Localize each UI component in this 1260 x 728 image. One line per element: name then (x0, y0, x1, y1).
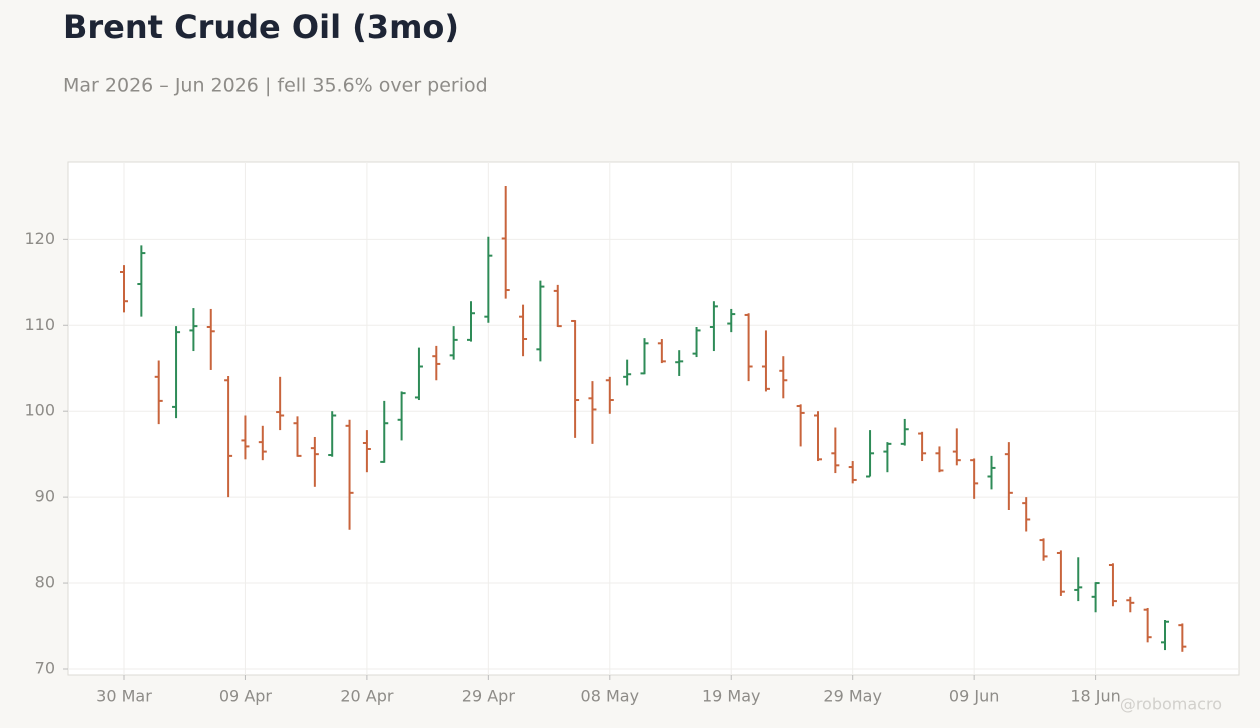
x-tick-label: 08 May (581, 687, 640, 706)
chart-title: Brent Crude Oil (3mo) (63, 8, 459, 46)
x-tick-label: 18 Jun (1070, 687, 1120, 706)
marks (120, 186, 1187, 652)
x-tick-label: 19 May (702, 687, 761, 706)
x-tick-label: 09 Jun (949, 687, 999, 706)
y-tick-label: 80 (35, 573, 55, 592)
x-tick-label: 29 Apr (462, 687, 516, 706)
x-tick-label: 09 Apr (219, 687, 273, 706)
y-tick-label: 110 (24, 315, 55, 334)
watermark: @robomacro (1120, 695, 1222, 714)
y-tick-label: 90 (35, 487, 55, 506)
grid: 70 80 90 100 110 120 30 Mar 09 Apr 20 Apr 29 Apr 0… (24, 162, 1239, 706)
y-tick-label: 100 (24, 401, 55, 420)
x-tick-label: 20 Apr (340, 687, 394, 706)
y-tick-label: 120 (24, 229, 55, 248)
chart-subtitle: Mar 2026 – Jun 2026 | fell 35.6% over pe… (63, 75, 488, 97)
x-tick-label: 29 May (823, 687, 882, 706)
plot-area (67, 161, 1240, 676)
y-tick-label: 70 (35, 658, 55, 677)
x-tick-label: 30 Mar (96, 687, 152, 706)
